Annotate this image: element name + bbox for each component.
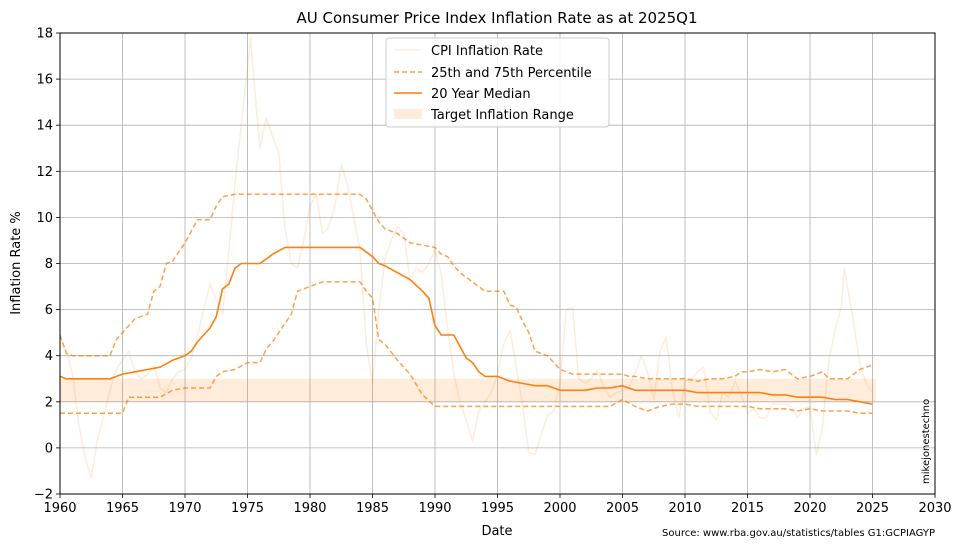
series-20-year-median — [60, 246, 873, 405]
x-tick-label: 2020 — [793, 501, 826, 516]
y-tick-label: 6 — [45, 303, 53, 318]
x-axis-title: Date — [481, 524, 512, 539]
legend-box — [385, 37, 610, 128]
y-tick-label: 0 — [45, 441, 53, 456]
y-tick-label: 18 — [36, 27, 53, 42]
y-tick-label: −2 — [34, 488, 53, 503]
legend-swatch-target — [394, 109, 422, 119]
y-tick-label: 8 — [45, 257, 53, 272]
x-tick-label: 1980 — [293, 501, 326, 516]
target-inflation-band — [60, 378, 876, 402]
x-tick-label: 1975 — [231, 501, 264, 516]
x-tick-label: 2005 — [606, 501, 639, 516]
legend-label-median: 20 Year Median — [431, 87, 531, 102]
y-tick-label: 4 — [45, 349, 53, 364]
y-tick-label: 12 — [36, 165, 53, 180]
source-note: Source: www.rba.gov.au/statistics/tables… — [662, 528, 935, 539]
x-tick-label: 1965 — [106, 501, 139, 516]
x-tick-label: 1985 — [356, 501, 389, 516]
watermark: mikejonestechno — [921, 399, 932, 484]
x-tick-label: 1960 — [43, 501, 76, 516]
x-tick-label: 1970 — [168, 501, 201, 516]
y-tick-label: 14 — [36, 119, 53, 134]
x-tick-label: 1990 — [418, 501, 451, 516]
series-25th-percentile — [60, 281, 873, 415]
legend-label-cpi: CPI Inflation Rate — [431, 44, 543, 59]
x-tick-label: 1995 — [481, 501, 514, 516]
series-cpi-inflation-rate — [60, 36, 874, 479]
x-tick-label: 2025 — [856, 501, 889, 516]
x-tick-label: 2030 — [918, 501, 951, 516]
legend-label-target: Target Inflation Range — [430, 108, 574, 123]
y-tick-label: 16 — [36, 73, 53, 88]
legend: CPI Inflation Rate 25th and 75th Percent… — [385, 37, 610, 128]
y-axis-title: Inflation Rate % — [9, 211, 24, 315]
y-tick-label: 10 — [36, 211, 53, 226]
x-tick-label: 2000 — [543, 501, 576, 516]
chart-title: AU Consumer Price Index Inflation Rate a… — [296, 9, 697, 27]
x-tick-label: 2010 — [668, 501, 701, 516]
x-tick-label: 2015 — [731, 501, 764, 516]
legend-label-percentile: 25th and 75th Percentile — [431, 66, 592, 81]
y-tick-label: 2 — [45, 395, 53, 410]
series-75th-percentile — [60, 193, 873, 382]
